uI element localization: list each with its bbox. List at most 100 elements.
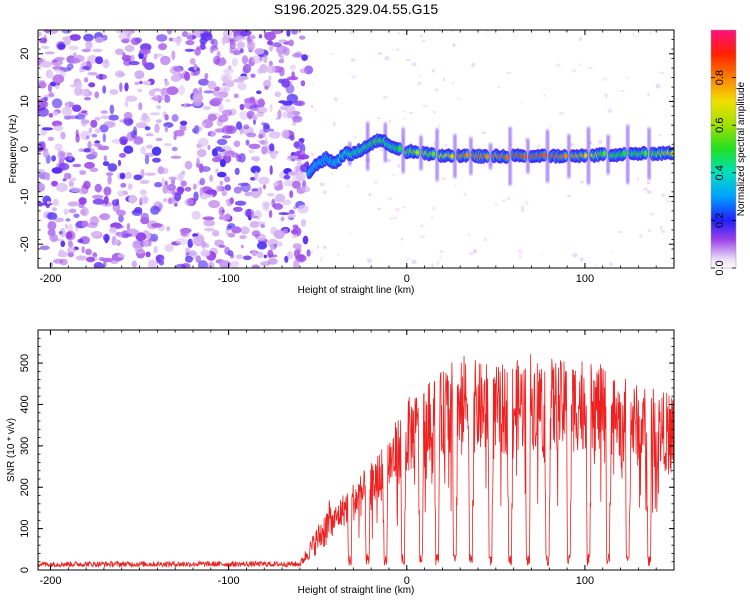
noise-speckle <box>438 123 441 128</box>
noise-blob <box>203 90 215 94</box>
noise-blob <box>289 190 294 199</box>
noise-blob <box>45 69 54 79</box>
noise-blob <box>184 255 194 263</box>
noise-blob <box>207 130 216 137</box>
noise-blob <box>94 117 101 121</box>
noise-blob <box>258 133 264 139</box>
noise-blob <box>286 93 299 103</box>
noise-speckle <box>587 67 593 70</box>
noise-blob <box>116 209 126 217</box>
noise-speckle <box>646 190 652 194</box>
noise-blob <box>101 257 114 263</box>
noise-blob <box>75 133 80 143</box>
noise-blob <box>74 82 83 89</box>
noise-blob <box>248 143 261 149</box>
noise-speckle <box>337 254 340 257</box>
noise-blob <box>147 259 157 268</box>
noise-blob <box>221 135 232 139</box>
track-core <box>542 152 547 158</box>
noise-blob <box>250 176 256 181</box>
noise-speckle <box>502 199 506 202</box>
noise-blob <box>144 155 150 165</box>
noise-blob <box>189 58 196 65</box>
noise-blob <box>197 137 209 147</box>
noise-blob <box>54 68 64 73</box>
noise-blob <box>44 172 51 181</box>
noise-blob <box>83 180 91 190</box>
snr-line-layer <box>38 354 674 569</box>
noise-speckle <box>347 184 349 188</box>
noise-blob <box>211 97 224 102</box>
noise-blob <box>99 73 103 80</box>
noise-blob <box>201 240 207 248</box>
noise-blob <box>269 128 275 132</box>
noise-blob <box>123 59 132 66</box>
noise-blob <box>84 161 95 169</box>
y-tick-label: 200 <box>19 478 31 496</box>
noise-blob <box>185 40 195 46</box>
noise-blob <box>288 209 295 215</box>
noise-blob <box>224 150 231 157</box>
noise-blob <box>236 41 245 49</box>
noise-blob <box>87 222 98 229</box>
noise-speckle <box>520 207 525 212</box>
noise-speckle <box>632 32 635 35</box>
noise-blob <box>229 40 236 49</box>
noise-blob <box>257 187 263 195</box>
noise-blob <box>163 122 174 128</box>
noise-blob <box>209 45 214 54</box>
noise-blob <box>93 262 104 268</box>
noise-blob <box>153 245 158 254</box>
noise-speckle <box>322 190 327 195</box>
noise-blob <box>277 109 282 120</box>
noise-blob <box>274 91 282 98</box>
noise-blob <box>162 198 168 203</box>
noise-blob <box>193 191 199 202</box>
noise-blob <box>103 121 116 128</box>
noise-blob <box>62 178 66 182</box>
noise-blob <box>83 33 94 42</box>
noise-speckle <box>579 63 582 66</box>
noise-blob <box>259 63 268 74</box>
noise-speckle <box>390 217 394 221</box>
noise-blob <box>201 122 206 128</box>
track-core <box>415 150 420 155</box>
noise-blob <box>124 99 129 108</box>
noise-speckle <box>395 207 400 212</box>
noise-blob <box>287 111 294 119</box>
noise-speckle <box>438 30 442 33</box>
noise-speckle <box>348 232 351 235</box>
noise-blob <box>218 216 224 220</box>
noise-speckle <box>659 225 663 229</box>
noise-blob <box>38 31 42 37</box>
x-tick-label: -100 <box>218 273 240 285</box>
noise-blob <box>100 115 109 119</box>
noise-speckle <box>433 111 436 114</box>
noise-blob <box>200 32 213 41</box>
noise-blob <box>229 197 234 205</box>
noise-blob <box>111 199 119 207</box>
noise-blob <box>196 157 200 167</box>
noise-speckle <box>373 180 379 184</box>
spectrogram-x-label: Height of straight line (km) <box>298 285 415 296</box>
noise-blob <box>229 253 235 259</box>
noise-speckle <box>388 119 391 124</box>
track-core <box>622 150 627 156</box>
noise-blob <box>156 34 168 42</box>
noise-blob <box>162 184 168 194</box>
noise-blob <box>254 210 262 220</box>
noise-speckle <box>625 76 629 79</box>
noise-blob <box>48 92 55 97</box>
x-tick-label: 100 <box>576 273 594 285</box>
noise-blob <box>293 141 301 149</box>
noise-blob <box>166 183 177 192</box>
y-tick-label: 0 <box>19 146 31 152</box>
noise-speckle <box>468 252 475 255</box>
spectrogram-smear <box>526 138 530 174</box>
noise-blob <box>278 212 290 216</box>
noise-blob <box>288 39 294 47</box>
noise-blob <box>211 148 218 157</box>
noise-speckle <box>333 97 338 102</box>
noise-blob <box>177 172 184 182</box>
noise-blob <box>114 225 124 229</box>
